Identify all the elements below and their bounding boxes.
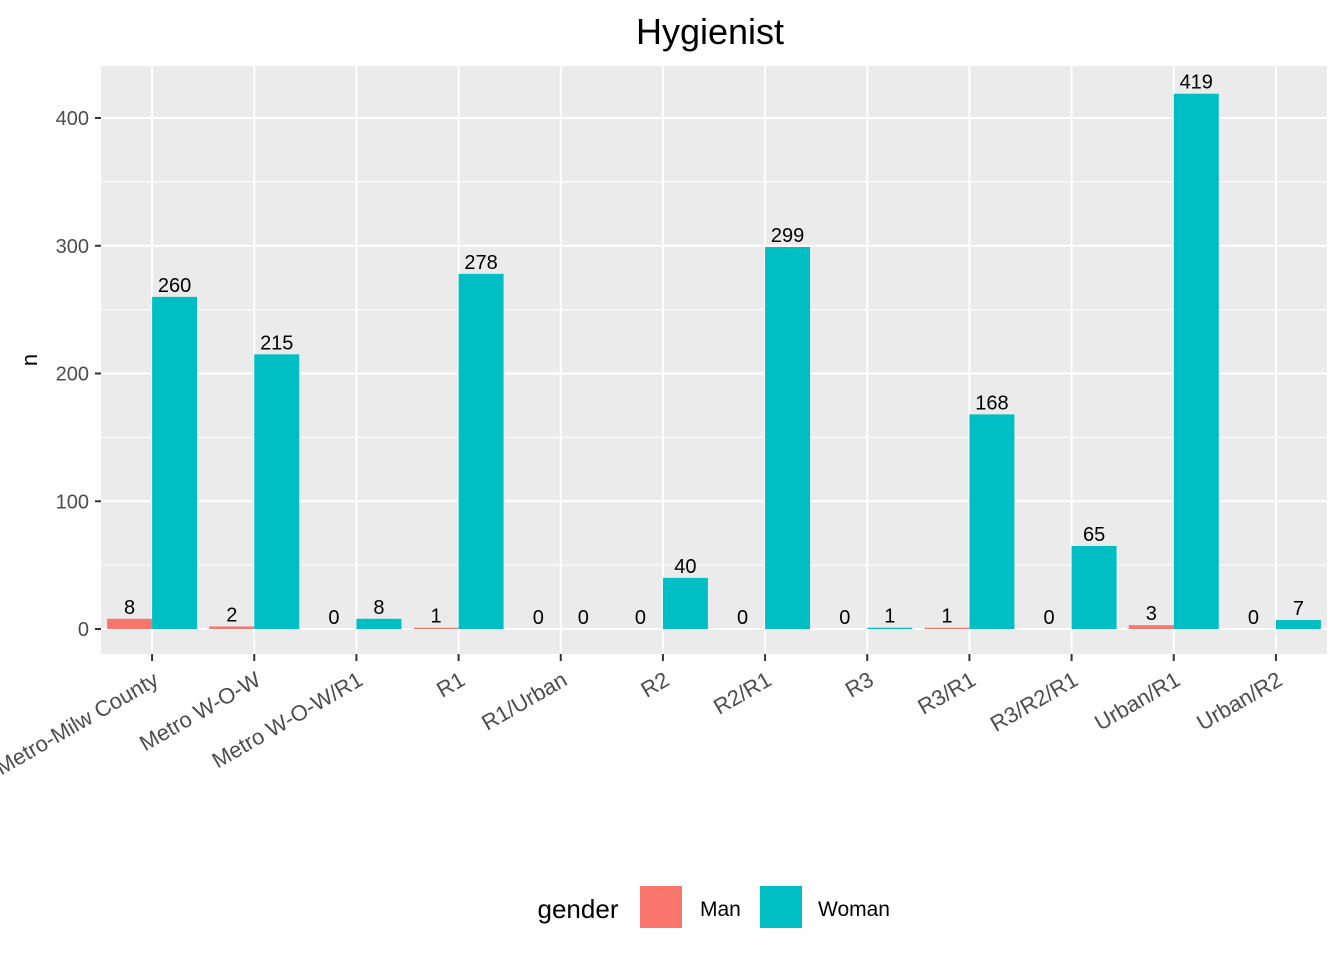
bar-value-label: 1 [941,606,952,628]
legend-key-woman [760,886,802,928]
bar-value-label: 65 [1083,524,1105,546]
legend-label-man: Man [700,898,741,921]
bar-value-label: 0 [578,607,589,629]
bar-value-label: 1 [884,606,895,628]
bar-value-label: 2 [226,604,237,626]
bar-woman [1275,620,1321,629]
bar-woman [1071,545,1117,629]
bar-value-label: 260 [158,275,191,297]
bar-value-label: 8 [373,597,384,619]
bar-woman [254,354,300,629]
bar-value-label: 0 [737,607,748,629]
bar-value-label: 0 [533,607,544,629]
bar-woman [1173,93,1219,630]
y-axis: 0 100 200 300 400 [56,108,101,641]
bars [107,93,1321,630]
bar-value-label: 1 [431,606,442,628]
bar-man [924,627,970,629]
bar-value-label: 40 [674,556,696,578]
bar-value-label: 0 [1248,607,1259,629]
y-tick-label: 100 [56,491,89,513]
bar-value-label: 299 [771,225,804,247]
y-tick-label: 300 [56,236,89,258]
bar-value-label: 0 [635,607,646,629]
y-tick-label: 0 [78,619,89,641]
bar-value-label: 419 [1180,72,1213,94]
bar-woman [152,296,198,629]
bar-woman [356,618,402,629]
legend-title: gender [538,894,619,924]
bar-value-label: 8 [124,597,135,619]
bar-value-label: 168 [975,392,1008,414]
bar-value-label: 0 [839,607,850,629]
bar-man [1128,625,1174,629]
bar-labels: 8 2 0 1 0 0 0 0 1 0 3 0 260 215 8 278 0 40 299 1 168 65 419 7 [124,72,1304,629]
bar-value-label: 215 [260,332,293,354]
grid-lines [101,66,1327,654]
bar-value-label: 0 [328,607,339,629]
bar-value-label: 3 [1146,603,1157,625]
bar-value-label: 278 [464,252,497,274]
bar-woman [458,273,504,629]
bar-man [209,626,255,629]
legend-key-man [640,886,682,928]
bar-woman [867,627,913,629]
legend: gender Man Woman [538,886,890,928]
bar-man [107,618,153,629]
legend-label-woman: Woman [818,898,890,921]
bar-woman [765,247,811,629]
y-tick-label: 200 [56,364,89,386]
y-tick-label: 400 [56,108,89,130]
bar-value-label: 0 [1044,607,1055,629]
bar-woman [662,577,708,629]
bar-value-label: 7 [1293,598,1304,620]
chart-title: Hygienist [636,11,784,52]
y-axis-title: n [17,354,42,366]
plot-panel [101,66,1327,654]
bar-man [413,627,459,629]
bar-woman [969,414,1015,629]
